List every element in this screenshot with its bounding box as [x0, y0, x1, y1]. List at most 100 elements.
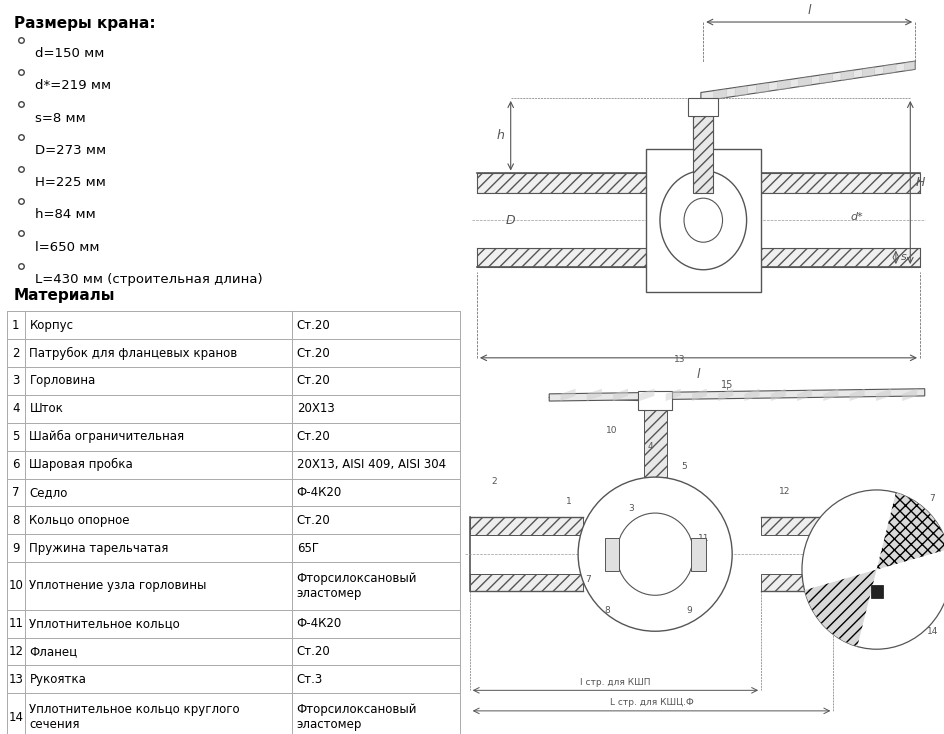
- Text: 14: 14: [927, 627, 938, 636]
- Text: d: d: [700, 214, 707, 227]
- Text: Горловина: Горловина: [29, 374, 95, 388]
- Text: Ст.20: Ст.20: [296, 374, 330, 388]
- Bar: [477, 173, 919, 193]
- Text: l стр. для КШП: l стр. для КШП: [581, 677, 650, 687]
- Text: Ст.20: Ст.20: [296, 430, 330, 443]
- Text: Корпус: Корпус: [29, 319, 74, 332]
- Text: Уплотнительное кольцо круглого
сечения: Уплотнительное кольцо круглого сечения: [29, 703, 240, 731]
- Bar: [477, 248, 919, 267]
- Text: 12: 12: [8, 645, 24, 658]
- Text: 5: 5: [682, 462, 687, 471]
- Polygon shape: [799, 76, 811, 87]
- Bar: [761, 574, 848, 591]
- Text: D: D: [506, 214, 515, 227]
- Text: d=150 мм: d=150 мм: [35, 47, 105, 60]
- Text: l: l: [807, 4, 811, 17]
- Polygon shape: [561, 389, 576, 401]
- Ellipse shape: [578, 477, 733, 631]
- Text: Фланец: Фланец: [29, 645, 77, 658]
- Bar: [604, 538, 619, 570]
- Text: 9: 9: [686, 606, 692, 615]
- Text: h: h: [497, 129, 505, 142]
- Polygon shape: [639, 389, 654, 401]
- Text: H: H: [916, 176, 925, 189]
- Text: 8: 8: [604, 606, 610, 615]
- Bar: [693, 116, 714, 193]
- Text: D=273 мм: D=273 мм: [35, 144, 106, 157]
- Text: 4: 4: [648, 442, 653, 451]
- Text: Размеры крана:: Размеры крана:: [14, 16, 156, 31]
- Bar: [470, 574, 583, 591]
- Text: Пружина тарельчатая: Пружина тарельчатая: [29, 542, 169, 555]
- Bar: [688, 98, 718, 116]
- Bar: [761, 517, 848, 534]
- Text: 15: 15: [721, 379, 733, 390]
- Bar: [693, 116, 714, 193]
- Polygon shape: [797, 389, 812, 401]
- Text: 6: 6: [12, 458, 20, 471]
- Text: s: s: [901, 252, 906, 262]
- Text: Ст.20: Ст.20: [296, 514, 330, 527]
- Text: 5: 5: [12, 430, 20, 443]
- Text: Ст.20: Ст.20: [296, 319, 330, 332]
- Text: 4: 4: [12, 402, 20, 415]
- Bar: [691, 538, 706, 570]
- Text: Кольцо опорное: Кольцо опорное: [29, 514, 130, 527]
- Bar: [470, 517, 583, 534]
- Polygon shape: [718, 389, 733, 401]
- Text: Ф-4К20: Ф-4К20: [296, 486, 342, 499]
- Text: 7: 7: [585, 575, 591, 584]
- Bar: [870, 585, 883, 597]
- Text: 10: 10: [8, 579, 24, 592]
- Wedge shape: [804, 570, 877, 647]
- Text: 11: 11: [8, 617, 24, 630]
- Polygon shape: [745, 389, 760, 401]
- Text: 6: 6: [666, 557, 672, 567]
- Circle shape: [684, 198, 722, 242]
- Text: Ф-4К20: Ф-4К20: [296, 617, 342, 630]
- Bar: [638, 390, 672, 410]
- Polygon shape: [823, 389, 838, 401]
- Text: 14: 14: [8, 711, 24, 724]
- Text: Седло: Седло: [29, 486, 68, 499]
- Polygon shape: [862, 67, 875, 77]
- Text: h=84 мм: h=84 мм: [35, 208, 95, 222]
- Polygon shape: [735, 86, 748, 96]
- Text: Рукоятка: Рукоятка: [29, 673, 86, 686]
- Text: l: l: [697, 368, 700, 381]
- Text: Фторсилоксановый
эластомер: Фторсилоксановый эластомер: [296, 703, 417, 731]
- Text: Уплотнение узла горловины: Уплотнение узла горловины: [29, 579, 207, 592]
- Text: 14: 14: [866, 524, 878, 533]
- Polygon shape: [666, 389, 681, 401]
- Text: 1: 1: [12, 319, 20, 332]
- Text: 7: 7: [930, 494, 936, 504]
- Polygon shape: [771, 389, 785, 401]
- Text: 3: 3: [628, 504, 634, 514]
- Text: 2: 2: [491, 476, 497, 486]
- Text: 21: 21: [654, 519, 666, 528]
- Polygon shape: [902, 389, 918, 401]
- Text: Шаровая пробка: Шаровая пробка: [29, 458, 133, 471]
- Text: 20Х13: 20Х13: [296, 402, 334, 415]
- Text: 2: 2: [12, 346, 20, 360]
- Polygon shape: [876, 389, 891, 401]
- Text: 65Г: 65Г: [296, 542, 319, 555]
- Text: 7: 7: [12, 486, 20, 499]
- Polygon shape: [692, 389, 707, 401]
- Text: 1: 1: [565, 497, 571, 506]
- Text: 13: 13: [673, 355, 685, 365]
- Text: 13: 13: [8, 673, 24, 686]
- Text: 8: 8: [12, 514, 20, 527]
- Polygon shape: [587, 389, 601, 401]
- Text: Ст.20: Ст.20: [296, 346, 330, 360]
- Circle shape: [802, 490, 944, 650]
- Text: d*: d*: [851, 212, 864, 222]
- Polygon shape: [819, 73, 833, 84]
- Polygon shape: [884, 64, 896, 74]
- Text: Шайба ограничительная: Шайба ограничительная: [29, 430, 185, 443]
- Text: L=430 мм (строительная длина): L=430 мм (строительная длина): [35, 273, 262, 286]
- Polygon shape: [613, 389, 628, 401]
- Polygon shape: [778, 79, 790, 90]
- Wedge shape: [877, 493, 944, 570]
- Text: d*=219 мм: d*=219 мм: [35, 79, 111, 92]
